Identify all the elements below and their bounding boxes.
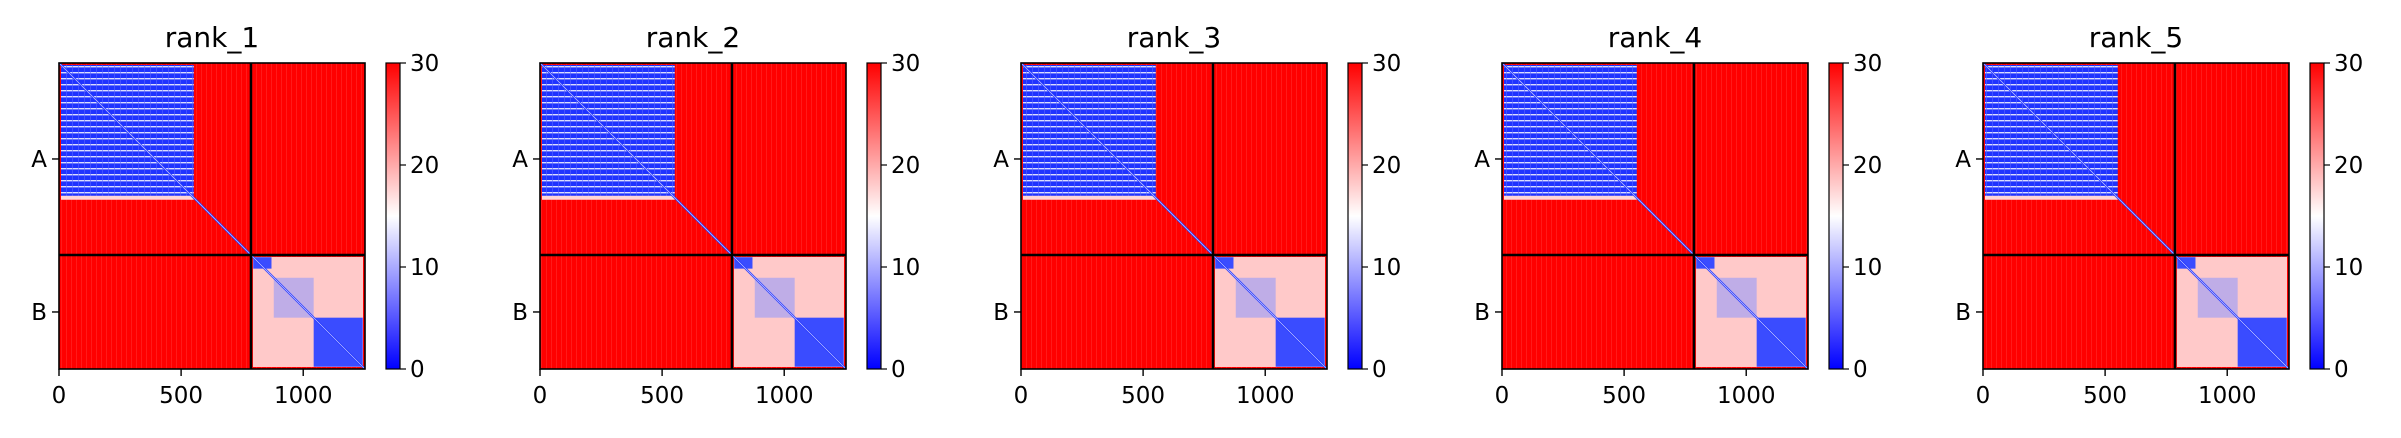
x-tick-label: 500 bbox=[159, 383, 203, 409]
chain-label: B bbox=[31, 300, 47, 326]
chain-label: B bbox=[993, 300, 1009, 326]
colorbar-tick-label: 20 bbox=[891, 153, 920, 179]
x-tick-label: 1000 bbox=[1717, 383, 1776, 409]
chain-label: A bbox=[1955, 147, 1971, 173]
x-tick-label: 1000 bbox=[755, 383, 814, 409]
domain-b-subblock bbox=[253, 257, 272, 269]
colorbar-tick-label: 30 bbox=[1372, 51, 1401, 77]
heatmap-frame bbox=[1501, 62, 1809, 370]
chain-label: B bbox=[512, 300, 528, 326]
panel-title: rank_5 bbox=[2089, 21, 2183, 54]
colorbar-tick-label: 10 bbox=[891, 255, 920, 281]
colorbar bbox=[1347, 62, 1363, 370]
heatmap-frame bbox=[1020, 62, 1328, 370]
panel-title: rank_4 bbox=[1608, 21, 1702, 54]
chain-label: A bbox=[512, 147, 528, 173]
colorbar-tick-label: 10 bbox=[410, 255, 439, 281]
x-tick-label: 500 bbox=[1602, 383, 1646, 409]
colorbar-tick-label: 10 bbox=[1853, 255, 1882, 281]
colorbar-tick-label: 30 bbox=[1853, 51, 1882, 77]
colorbar-tick-label: 0 bbox=[1853, 357, 1868, 383]
chain-label: B bbox=[1474, 300, 1490, 326]
colorbar-tick-label: 0 bbox=[1372, 357, 1387, 383]
x-tick-label: 0 bbox=[1014, 383, 1029, 409]
domain-b-subblock bbox=[734, 257, 753, 269]
heatmap-frame bbox=[58, 62, 366, 370]
colorbar-tick-label: 20 bbox=[2334, 153, 2363, 179]
domain-b-subblock bbox=[1696, 257, 1715, 269]
heatmap-diagonal-highlight bbox=[1982, 62, 2290, 370]
heatmap-panel: rank_4 0 500 1000 A B 0 10 20 30 bbox=[1474, 21, 1882, 409]
x-tick-label: 0 bbox=[52, 383, 67, 409]
heatmap-diagonal-highlight bbox=[1501, 62, 1809, 370]
colorbar-tick-label: 20 bbox=[1372, 153, 1401, 179]
colorbar-tick-label: 0 bbox=[891, 357, 906, 383]
colorbar bbox=[866, 62, 882, 370]
chain-label: A bbox=[1474, 147, 1490, 173]
heatmap-frame bbox=[1982, 62, 2290, 370]
heatmap-panel: rank_1 0 500 1000 A B 0 10 20 30 bbox=[31, 21, 439, 409]
panel-title: rank_3 bbox=[1127, 21, 1221, 54]
heatmap-diagonal-highlight bbox=[58, 62, 366, 370]
domain-a-edge bbox=[542, 195, 675, 200]
chain-label: A bbox=[993, 147, 1009, 173]
domain-b-subblock bbox=[1215, 257, 1234, 269]
colorbar-tick-label: 30 bbox=[891, 51, 920, 77]
x-tick-label: 0 bbox=[533, 383, 548, 409]
heatmap-diagonal-highlight bbox=[1020, 62, 1328, 370]
colorbar-tick-label: 10 bbox=[2334, 255, 2363, 281]
colorbar-tick-label: 20 bbox=[410, 153, 439, 179]
panel-title: rank_2 bbox=[646, 21, 740, 54]
heatmap-panel: rank_2 0 500 1000 A B 0 10 20 30 bbox=[512, 21, 920, 409]
domain-a-edge bbox=[61, 195, 194, 200]
colorbar-tick-label: 0 bbox=[2334, 357, 2349, 383]
x-tick-label: 0 bbox=[1495, 383, 1510, 409]
x-tick-label: 500 bbox=[640, 383, 684, 409]
colorbar-tick-label: 30 bbox=[2334, 51, 2363, 77]
heatmap-panel: rank_5 0 500 1000 A B 0 10 20 30 bbox=[1955, 21, 2363, 409]
domain-a-edge bbox=[1985, 195, 2118, 200]
domain-b-subblock bbox=[2177, 257, 2196, 269]
panel-title: rank_1 bbox=[165, 21, 259, 54]
colorbar-tick-label: 0 bbox=[410, 357, 425, 383]
x-tick-label: 500 bbox=[1121, 383, 1165, 409]
colorbar bbox=[1828, 62, 1844, 370]
colorbar bbox=[2309, 62, 2325, 370]
chain-label: B bbox=[1955, 300, 1971, 326]
colorbar-tick-label: 10 bbox=[1372, 255, 1401, 281]
domain-a-edge bbox=[1023, 195, 1156, 200]
x-tick-label: 0 bbox=[1976, 383, 1991, 409]
heatmap-frame bbox=[539, 62, 847, 370]
x-tick-label: 1000 bbox=[2198, 383, 2257, 409]
domain-a-edge bbox=[1504, 195, 1637, 200]
heatmap-diagonal-highlight bbox=[539, 62, 847, 370]
x-tick-label: 1000 bbox=[274, 383, 333, 409]
heatmap-panel: rank_3 0 500 1000 A B 0 10 20 30 bbox=[993, 21, 1401, 409]
x-tick-label: 1000 bbox=[1236, 383, 1295, 409]
chain-label: A bbox=[31, 147, 47, 173]
colorbar bbox=[385, 62, 401, 370]
colorbar-tick-label: 30 bbox=[410, 51, 439, 77]
colorbar-tick-label: 20 bbox=[1853, 153, 1882, 179]
x-tick-label: 500 bbox=[2083, 383, 2127, 409]
